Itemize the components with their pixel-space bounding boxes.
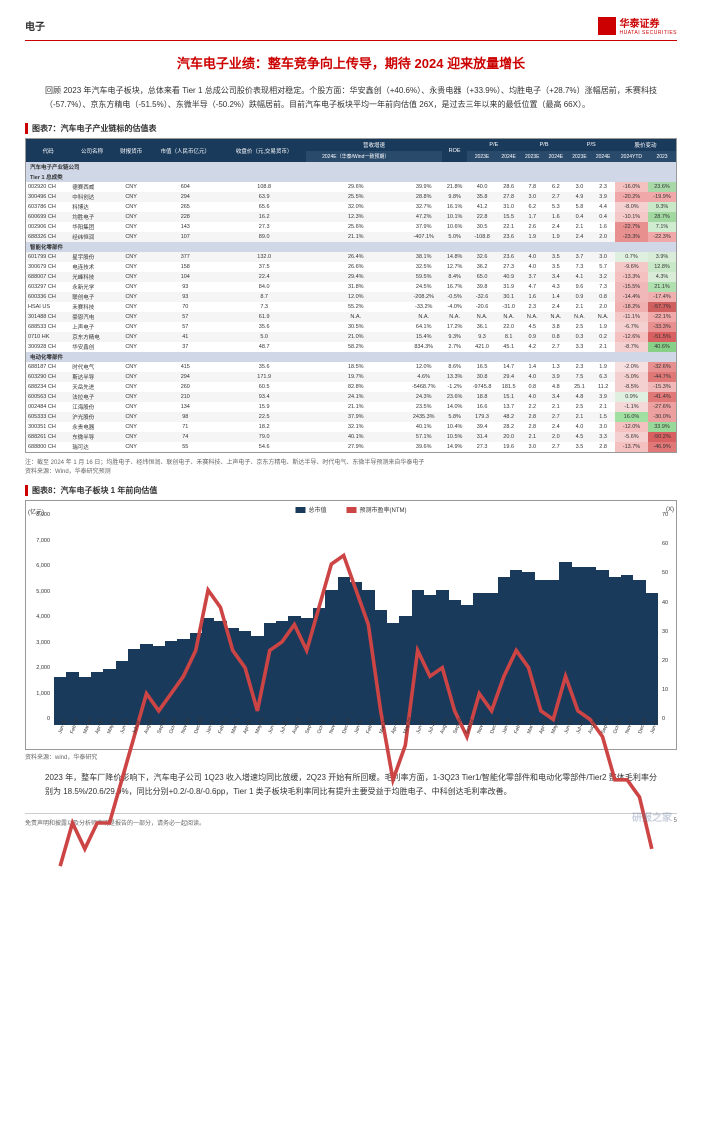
page-number: 5 xyxy=(674,818,677,827)
page-header: 电子 华泰证券 HUATAI SECURITIES xyxy=(25,15,677,41)
intro-text: 回顾 2023 年汽车电子板块，总体来看 Tier 1 总成公司股价表现相对稳定… xyxy=(25,84,677,111)
y-axis-right: 010203040506070 xyxy=(660,521,674,725)
watermark: 研报之家 xyxy=(632,809,672,824)
valuation-table: 代码公司名称财报货币市值（人民币亿元）收盘价（元,交易货币）营收增速ROEP/E… xyxy=(25,138,677,453)
valuation-chart: (亿元) (X) 总市值预测市盈率(NTM) 01,0002,0003,0004… xyxy=(25,500,677,750)
brand-name: 华泰证券 xyxy=(620,15,678,30)
fig7-title: 图表7：汽车电子产业链标的估值表 xyxy=(25,123,677,134)
chart-canvas xyxy=(54,521,658,725)
fig7-source: 注：截至 2024 年 1 月 16 日；均胜电子、经纬恒润、联创电子、禾赛科技… xyxy=(25,457,677,475)
x-axis: Jan-20Feb-20Mar-20Apr-20May-20Jun-20Jul-… xyxy=(54,725,658,749)
chart-legend: 总市值预测市盈率(NTM) xyxy=(295,505,406,514)
brand-sub: HUATAI SECURITIES xyxy=(620,30,678,36)
fig8-title: 图表8：汽车电子板块 1 年前向估值 xyxy=(25,485,677,496)
page-title: 汽车电子业绩：整车竞争向上传导，期待 2024 迎来放量增长 xyxy=(25,53,677,72)
logo-icon xyxy=(598,17,616,35)
y-axis-left: 01,0002,0003,0004,0005,0006,0007,0008,00… xyxy=(30,521,52,725)
brand-logo: 华泰证券 HUATAI SECURITIES xyxy=(598,15,678,36)
category: 电子 xyxy=(25,18,45,33)
